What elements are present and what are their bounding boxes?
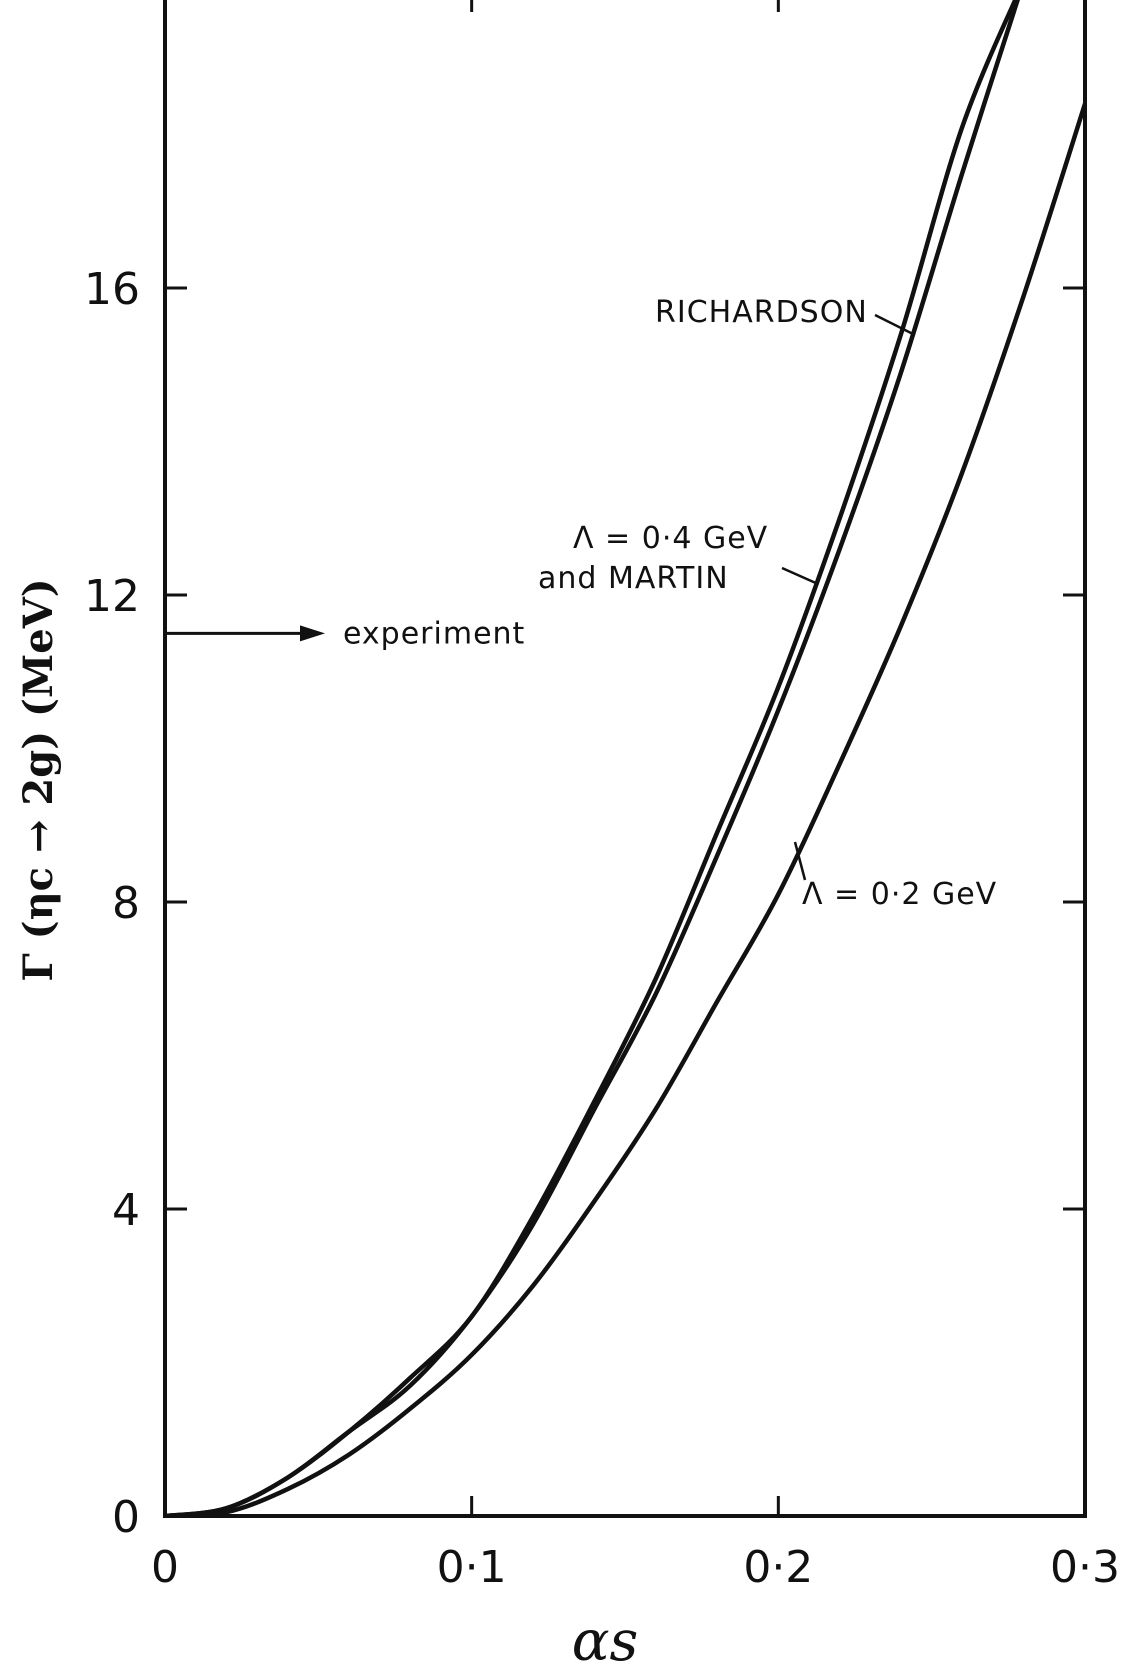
lambda02-leader <box>793 841 807 881</box>
lambda02-curve <box>165 101 1085 1516</box>
x-tick-label: 0·1 <box>437 1542 507 1593</box>
lambda04-label-line1: Λ = 0·4 GeV <box>573 521 768 556</box>
data-curves <box>165 0 1085 1516</box>
experiment-arrow-head <box>300 625 325 642</box>
x-tick-label: 0 <box>151 1542 179 1593</box>
y-tick-label: 12 <box>84 571 140 622</box>
tick-labels: 0 0·1 0·2 0·3 0 4 8 12 16 <box>84 264 1120 1593</box>
richardson-annotation: RICHARDSON <box>655 295 916 337</box>
lambda04-annotation: Λ = 0·4 GeV and MARTIN <box>538 521 819 596</box>
y-axis-title: Γ (ηc → 2g) (MeV) <box>15 578 62 981</box>
lambda02-label: Λ = 0·2 GeV <box>802 877 997 912</box>
y-tick-label: 0 <box>112 1492 140 1543</box>
x-axis-title: αs <box>572 1609 639 1673</box>
experiment-label: experiment <box>343 616 525 651</box>
lambda04-leader <box>781 566 819 586</box>
y-tick-label: 8 <box>112 878 140 929</box>
y-tick-label: 4 <box>112 1185 140 1236</box>
axis-ticks <box>163 0 1087 1518</box>
x-tick-label: 0·2 <box>743 1542 813 1593</box>
plot-frame <box>163 0 1087 1518</box>
richardson-curve <box>165 0 1018 1516</box>
lambda04-martin-curve <box>165 0 1020 1516</box>
lambda02-annotation: Λ = 0·2 GeV <box>793 841 997 912</box>
x-tick-label: 0·3 <box>1050 1542 1120 1593</box>
richardson-label: RICHARDSON <box>655 295 868 330</box>
richardson-leader <box>874 313 916 337</box>
experiment-annotation: experiment <box>165 616 525 651</box>
y-tick-label: 16 <box>84 264 140 315</box>
lambda04-label-line2: and MARTIN <box>538 561 729 596</box>
